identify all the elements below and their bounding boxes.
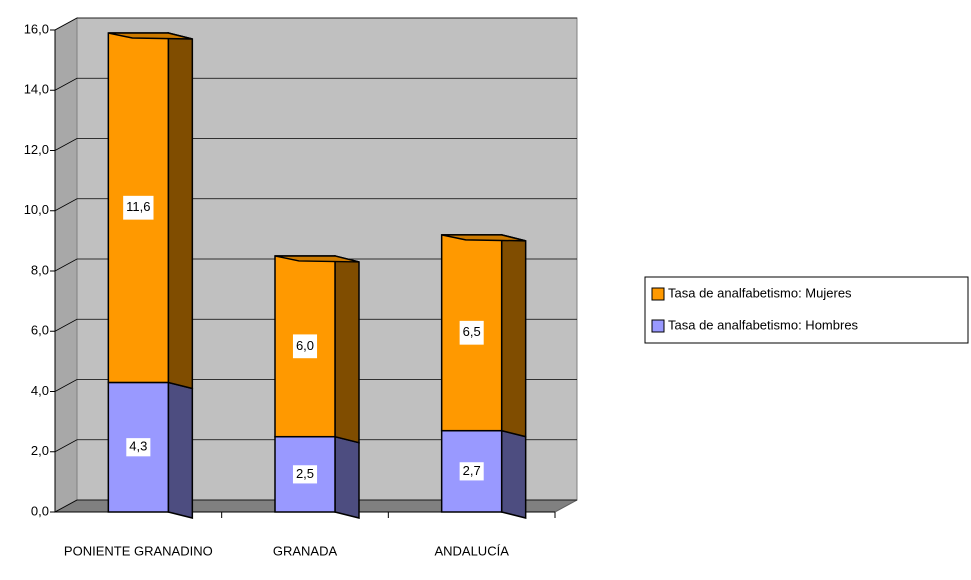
value-label: 11,6 <box>126 199 150 214</box>
bar-side <box>334 254 360 444</box>
grid-line <box>54 439 577 453</box>
legend-box <box>644 276 969 344</box>
value-label-box <box>126 438 151 457</box>
grid-line <box>54 499 577 513</box>
y-tick-label: 14,0 <box>24 82 49 97</box>
value-label: 6,0 <box>296 338 314 353</box>
grid-line <box>54 17 577 31</box>
legend-swatch <box>651 287 665 301</box>
y-tick-label: 4,0 <box>31 383 49 398</box>
y-tick-label: 10,0 <box>24 202 49 217</box>
bar-side <box>167 381 194 519</box>
bar-top <box>441 234 526 242</box>
y-tick-label: 2,0 <box>31 443 49 458</box>
bar-side <box>167 32 194 390</box>
value-label-box <box>459 320 484 345</box>
grid-line <box>54 77 577 91</box>
bar-side <box>500 429 527 519</box>
x-tick-label: GRANADA <box>273 543 338 558</box>
legend-label: Tasa de analfabetismo: Mujeres <box>668 285 852 300</box>
x-tick-label: ANDALUCÍA <box>434 543 509 558</box>
value-label-box <box>123 195 154 220</box>
x-tick-label: PONIENTE GRANADINO <box>64 543 213 558</box>
y-tick-label: 8,0 <box>31 262 49 277</box>
bar-top <box>108 32 193 40</box>
value-label-box <box>459 462 484 481</box>
value-label: 2,5 <box>296 466 314 481</box>
legend-swatch <box>651 319 665 333</box>
bar-top <box>274 255 360 263</box>
value-label: 6,5 <box>463 324 481 339</box>
y-tick-label: 0,0 <box>31 503 49 518</box>
bar-side <box>334 435 360 519</box>
value-label: 2,7 <box>463 463 481 478</box>
grid-line <box>54 258 577 272</box>
grid-line <box>54 198 577 212</box>
value-label-box <box>292 334 318 359</box>
value-label-box <box>292 465 318 484</box>
bar-side <box>500 233 527 438</box>
y-tick-label: 6,0 <box>31 323 49 338</box>
grid-line <box>54 318 577 332</box>
y-tick-label: 16,0 <box>24 21 49 36</box>
grid-line <box>54 138 577 151</box>
grid-line <box>54 379 577 392</box>
legend-label: Tasa de analfabetismo: Hombres <box>668 317 859 332</box>
value-label: 4,3 <box>129 439 147 454</box>
y-tick-label: 12,0 <box>24 142 49 157</box>
